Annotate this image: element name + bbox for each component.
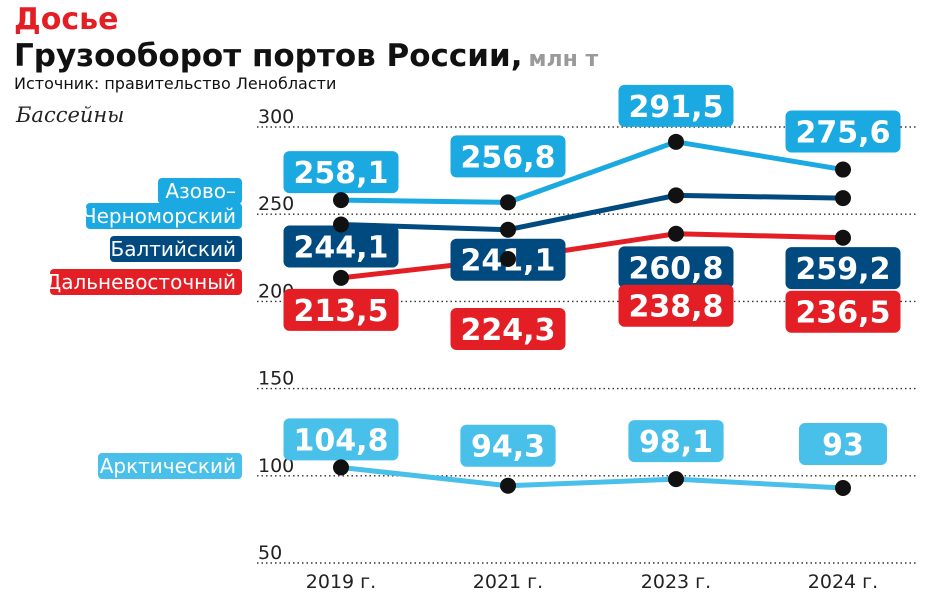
data-point — [835, 480, 851, 497]
value-label-box — [618, 84, 734, 127]
y-tick-label: 150 — [258, 368, 294, 390]
series-lines — [340, 139, 844, 491]
data-point — [668, 225, 684, 242]
legend-swatch — [98, 453, 242, 479]
value-label-box — [450, 135, 566, 178]
data-point — [668, 471, 684, 488]
legend-swatch — [86, 203, 242, 229]
value-label-box — [785, 290, 901, 333]
chart-title: Грузооборот портов России, — [14, 38, 523, 74]
value-label: 213,5 — [294, 294, 389, 329]
data-point — [333, 216, 349, 233]
data-point — [333, 459, 349, 476]
value-label: 291,5 — [629, 90, 724, 125]
series-line — [340, 464, 844, 491]
value-label: 259,2 — [796, 252, 891, 287]
value-label: 93 — [822, 428, 864, 463]
data-point — [835, 161, 851, 178]
value-label-box — [283, 288, 399, 331]
y-tick-label: 100 — [258, 455, 294, 477]
x-axis: 2019 г. 2021 г. 2023 г. 2024 г. — [306, 571, 878, 593]
legend: Азово–Черноморский Балтийский Дальневосточ… — [46, 178, 242, 479]
data-point — [333, 269, 349, 286]
value-label-box — [785, 247, 901, 290]
value-label-box — [618, 284, 734, 327]
legend-label: Балтийский — [111, 237, 236, 261]
legend-swatch — [158, 178, 242, 204]
value-label: 244,1 — [294, 230, 389, 265]
data-point — [500, 194, 516, 211]
y-tick-label: 250 — [258, 193, 294, 215]
data-point — [500, 251, 516, 268]
series-line — [340, 139, 844, 205]
value-label: 94,3 — [471, 430, 545, 465]
group-label: Бассейны — [15, 103, 124, 127]
units-label: млн т — [528, 47, 599, 72]
value-label-box — [460, 424, 556, 467]
data-point — [835, 229, 851, 246]
value-label: 275,6 — [796, 116, 891, 151]
value-label-box — [283, 151, 399, 194]
data-point — [500, 221, 516, 238]
value-label-box — [618, 246, 734, 289]
value-label: 224,3 — [461, 313, 556, 348]
data-point — [500, 477, 516, 494]
legend-label: Дальневосточный — [46, 270, 236, 294]
data-point — [668, 187, 684, 204]
value-label: 238,8 — [629, 290, 724, 325]
source-note: Источник: правительство Ленобласти — [14, 74, 337, 93]
x-tick-label: 2023 г. — [641, 571, 711, 593]
value-label-box — [283, 225, 399, 268]
y-tick-label: 300 — [258, 106, 294, 128]
value-labels: 258,1256,8291,5275,6244,1241,1260,8259,2… — [283, 84, 901, 497]
rubric-label: Досье — [14, 2, 119, 37]
data-point — [668, 133, 684, 150]
data-point — [333, 192, 349, 209]
chart-header: Досье Грузооборот портов России, млн т Ис… — [14, 2, 598, 94]
x-tick-label: 2021 г. — [473, 571, 543, 593]
value-label-box — [628, 420, 724, 463]
value-label-box — [785, 110, 901, 153]
legend-swatch — [50, 269, 242, 295]
title-row: Грузооборот портов России, млн т — [14, 38, 598, 74]
value-label: 236,5 — [796, 296, 891, 331]
legend-swatch — [110, 236, 242, 262]
series-line — [340, 231, 844, 281]
value-label: 256,8 — [461, 140, 556, 175]
legend-label: Азово– — [165, 179, 236, 203]
value-label: 98,1 — [639, 425, 713, 460]
value-label-box — [283, 418, 399, 461]
value-label: 104,8 — [294, 423, 389, 458]
value-label-box — [799, 423, 887, 466]
value-label: 258,1 — [294, 156, 389, 191]
legend-label: Арктический — [100, 454, 236, 478]
series-line — [340, 192, 844, 233]
x-tick-label: 2019 г. — [306, 571, 376, 593]
legend-label: Черноморский — [83, 204, 236, 228]
x-tick-label: 2024 г. — [808, 571, 878, 593]
data-point — [835, 190, 851, 207]
value-label: 260,8 — [629, 251, 724, 286]
y-tick-label: 50 — [258, 542, 282, 564]
value-label-box — [450, 308, 566, 351]
